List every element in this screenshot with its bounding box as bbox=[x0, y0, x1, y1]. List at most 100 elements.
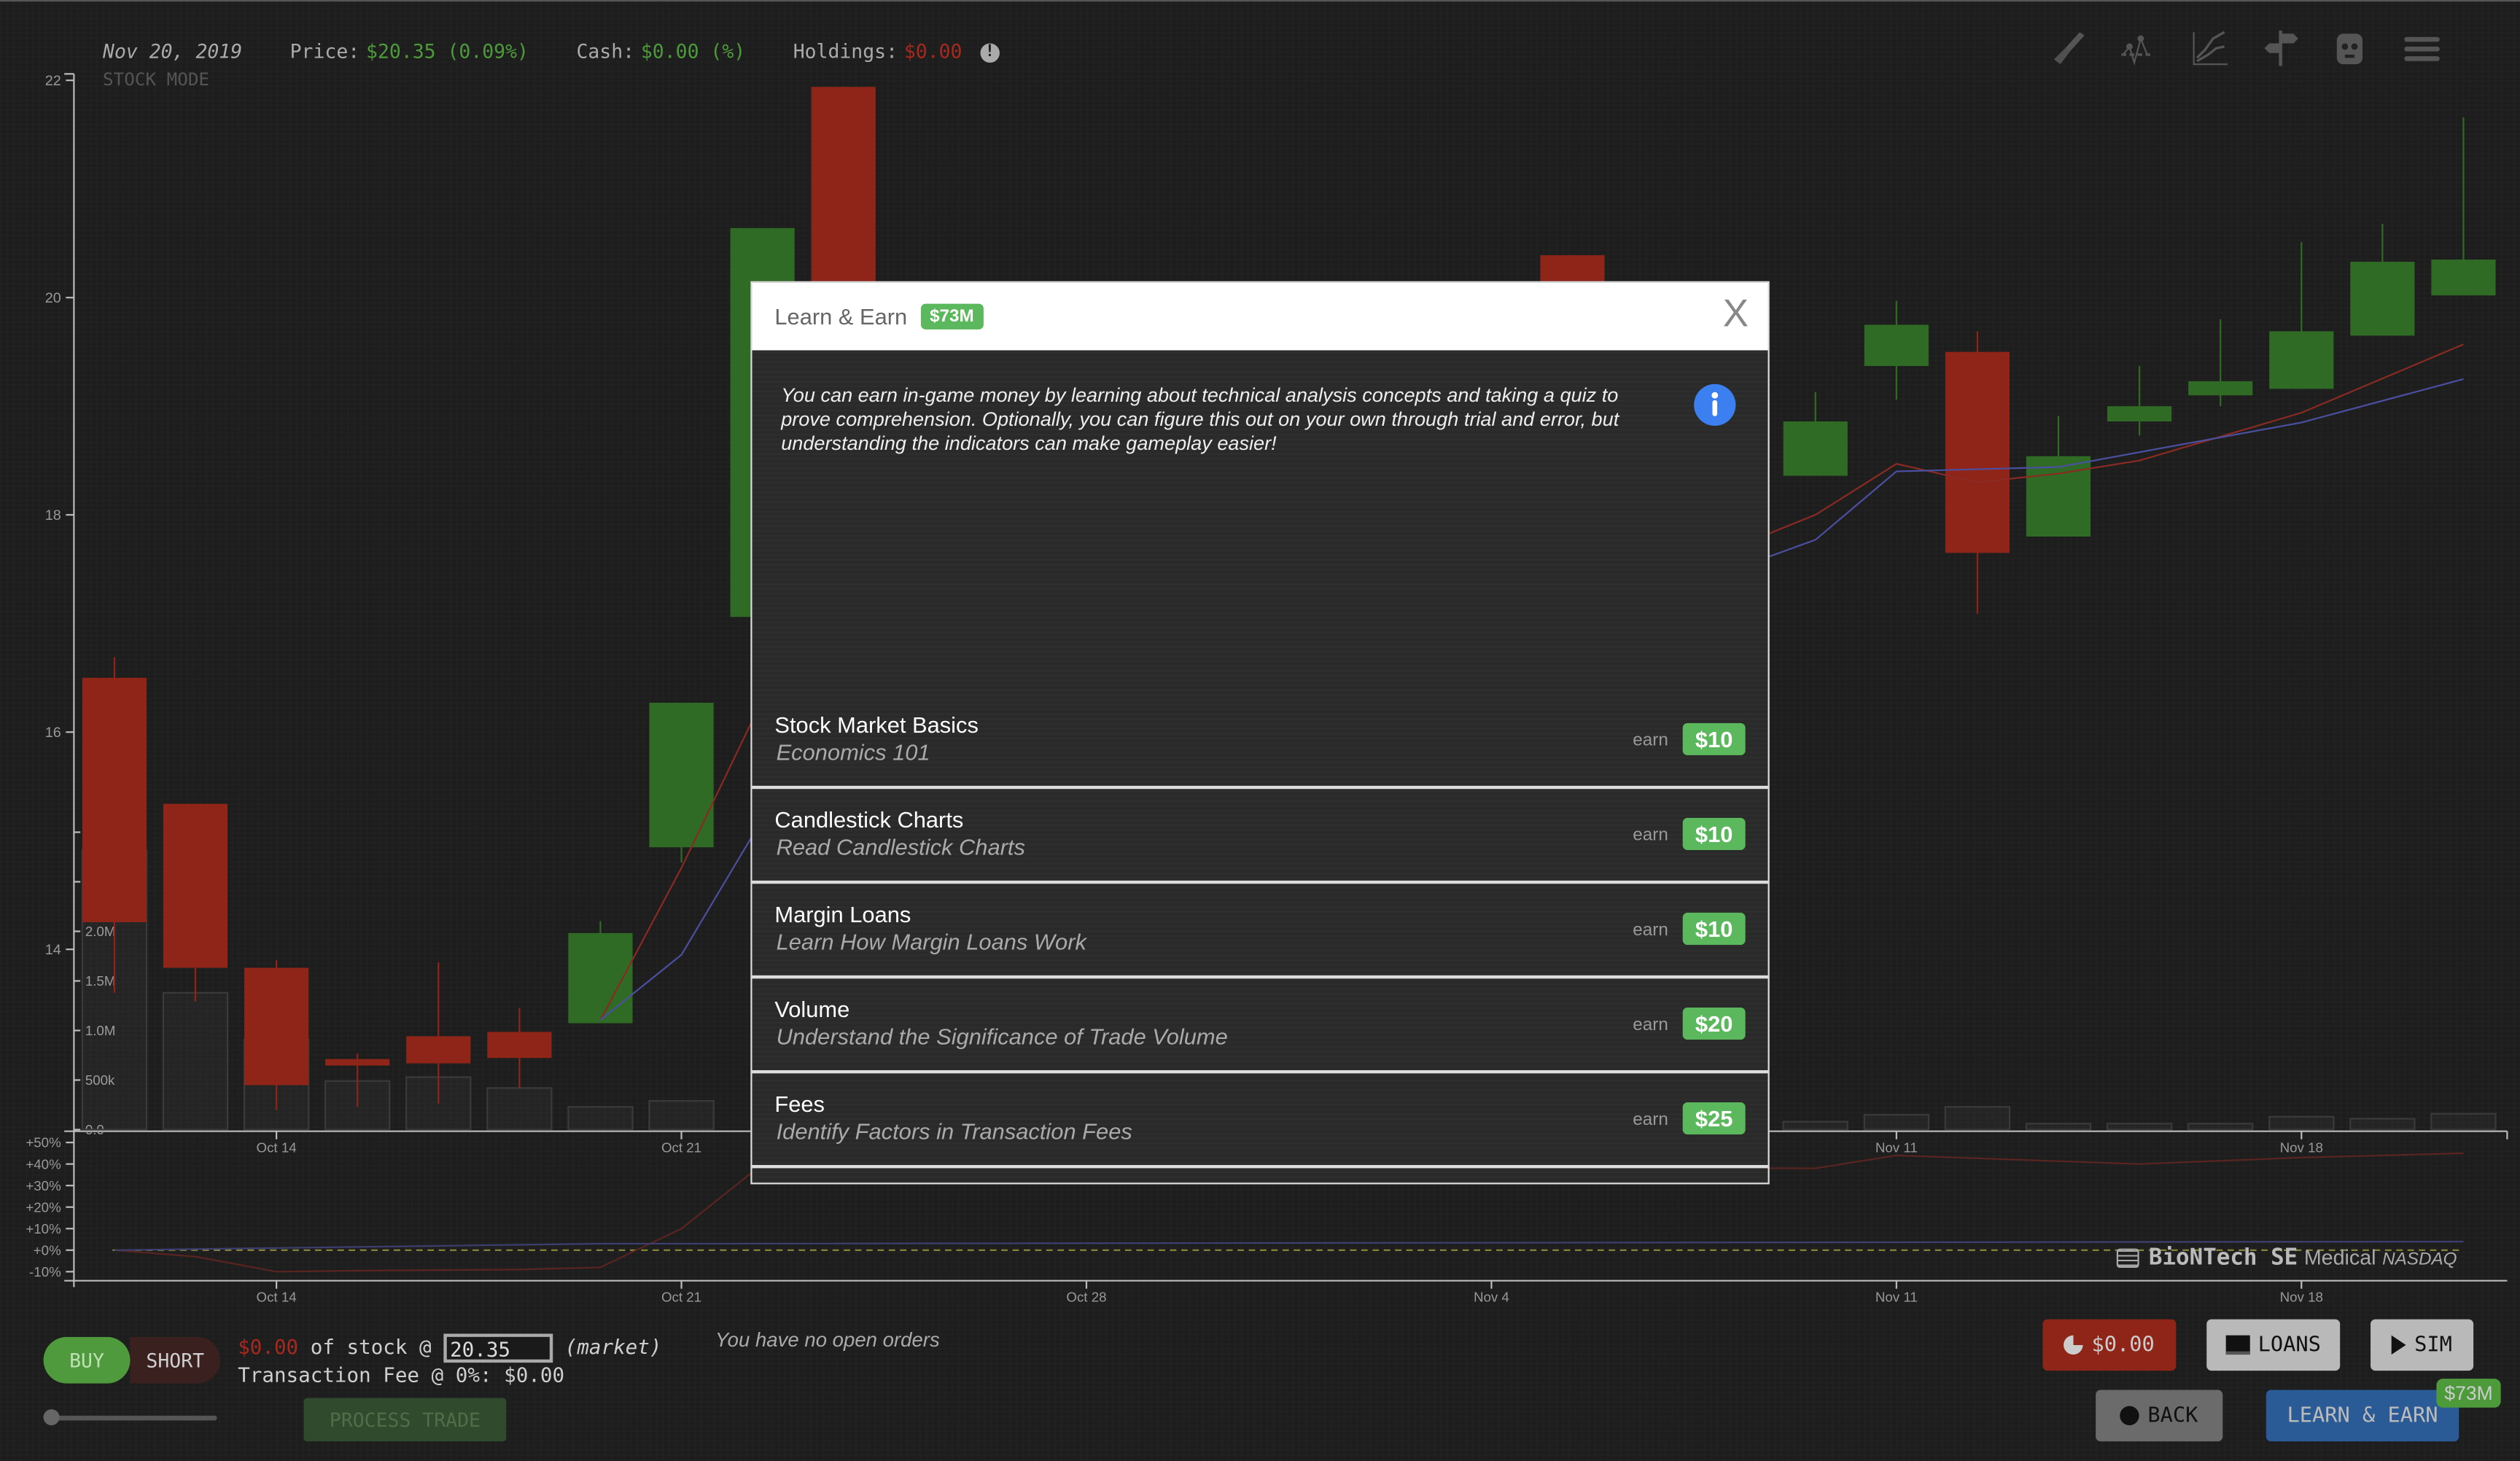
intro-text: You can earn in-game money by learning a… bbox=[781, 383, 1619, 455]
lesson-subtitle: Understand the Significance of Trade Vol… bbox=[776, 1024, 1228, 1050]
price-tick-label: 14 bbox=[45, 942, 61, 958]
date-tick-label: Oct 14 bbox=[257, 1289, 297, 1304]
volume-bar bbox=[2430, 1113, 2497, 1131]
lesson-item[interactable]: Stock Market Basics Economics 101 earn $10 bbox=[752, 696, 1768, 790]
modal-title: Learn & Earn bbox=[774, 303, 908, 330]
lesson-item[interactable]: Volume Understand the Significance of Tra… bbox=[752, 981, 1768, 1074]
price-value: $20.35 (0.09%) bbox=[366, 40, 529, 63]
open-orders-status: You have no open orders bbox=[715, 1328, 940, 1352]
earn-label: earn bbox=[1633, 730, 1668, 751]
lesson-subtitle: Read Candlestick Charts bbox=[776, 833, 1025, 860]
trade-amount-slider[interactable] bbox=[43, 1409, 220, 1426]
sma-short-line bbox=[599, 343, 2464, 1021]
trade-amount: $0.00 bbox=[238, 1334, 299, 1359]
portfolio-button[interactable]: $0.00 bbox=[2042, 1319, 2177, 1371]
menu-icon[interactable] bbox=[2401, 27, 2443, 69]
lesson-item[interactable]: Fees Identify Factors in Transaction Fees… bbox=[752, 1075, 1768, 1169]
candle-up bbox=[1864, 324, 1929, 367]
play-icon bbox=[2392, 1335, 2407, 1355]
lesson-item[interactable]: Margin Loans Learn How Margin Loans Work e… bbox=[752, 885, 1768, 979]
indicators-chart-icon[interactable] bbox=[2189, 27, 2231, 69]
current-date: Nov 20, 2019 bbox=[103, 40, 243, 63]
pct-tick-label: -10% bbox=[29, 1264, 61, 1279]
price-tick-label: 18 bbox=[45, 507, 61, 523]
price-tick-label: 16 bbox=[45, 725, 61, 741]
candle-up bbox=[2188, 381, 2253, 396]
lesson-reward: $20 bbox=[1682, 1007, 1746, 1040]
lesson-reward: $10 bbox=[1682, 912, 1746, 946]
news-icon[interactable] bbox=[2116, 1249, 2139, 1269]
sim-button[interactable]: SIM bbox=[2371, 1319, 2474, 1371]
lesson-subtitle: Learn How Margin Loans Work bbox=[776, 928, 1086, 955]
lesson-title: Volume bbox=[774, 996, 850, 1022]
date-tick-label: Nov 4 bbox=[1474, 1289, 1509, 1304]
close-icon[interactable]: X bbox=[1722, 292, 1749, 336]
learn-earn-badge: $73M bbox=[2436, 1379, 2501, 1408]
date-tick-label: Nov 18 bbox=[2280, 1289, 2323, 1304]
candle-up bbox=[2350, 262, 2415, 336]
signpost-icon[interactable] bbox=[2260, 27, 2301, 69]
transaction-fee: Transaction Fee @ 0%: $0.00 bbox=[238, 1363, 565, 1387]
earn-label: earn bbox=[1633, 825, 1668, 846]
loans-button[interactable]: LOANS bbox=[2206, 1319, 2341, 1371]
market-label: (market) bbox=[564, 1334, 662, 1359]
volume-bar bbox=[648, 1099, 715, 1131]
lesson-subtitle: Economics 101 bbox=[776, 739, 930, 765]
slider-thumb[interactable] bbox=[43, 1409, 60, 1426]
volume-bar bbox=[2106, 1123, 2173, 1131]
info-icon bbox=[1694, 383, 1736, 426]
earn-label: earn bbox=[1633, 920, 1668, 940]
volume-tick-label: 1.0M bbox=[85, 1023, 116, 1038]
candle-down bbox=[244, 967, 309, 1086]
candle-up bbox=[2107, 406, 2172, 422]
lesson-title: Margin Loans bbox=[774, 901, 911, 927]
lesson-item[interactable]: Simple Moving AverageStudy the Significa… bbox=[752, 1170, 1768, 1183]
candle-up bbox=[1783, 421, 1848, 476]
pivot-points-icon[interactable] bbox=[2117, 27, 2158, 69]
money-icon bbox=[2225, 1335, 2250, 1355]
learn-and-earn-button[interactable]: LEARN & EARN bbox=[2266, 1390, 2459, 1442]
date-tick-label: Oct 14 bbox=[257, 1139, 297, 1155]
earn-label: earn bbox=[1633, 1110, 1668, 1130]
volume-tick-label: 500k bbox=[85, 1072, 115, 1088]
loans-label: LOANS bbox=[2258, 1333, 2321, 1357]
candle-down bbox=[1945, 351, 2010, 553]
pct-tick-label: +50% bbox=[26, 1135, 61, 1150]
lesson-title: Candlestick Charts bbox=[774, 806, 964, 833]
brush-icon[interactable] bbox=[2048, 27, 2089, 69]
limit-price-input[interactable] bbox=[443, 1333, 553, 1363]
company-label: BioNTech SE Medical NASDAQ bbox=[2116, 1244, 2457, 1271]
candle-down bbox=[406, 1036, 471, 1064]
lesson-subtitle: Identify Factors in Transaction Fees bbox=[776, 1118, 1132, 1145]
candle-up bbox=[2431, 260, 2496, 296]
trade-amount-line: $0.00 of stock @ (market) bbox=[238, 1333, 661, 1363]
date-tick-label: Nov 11 bbox=[1875, 1289, 1918, 1304]
pct-short-line bbox=[114, 1152, 2464, 1273]
process-trade-button[interactable]: PROCESS TRADE bbox=[303, 1398, 507, 1442]
volume-bar bbox=[1944, 1106, 2011, 1131]
back-button[interactable]: BACK bbox=[2096, 1390, 2223, 1442]
lesson-item[interactable]: Candlestick Charts Read Candlestick Chart… bbox=[752, 790, 1768, 884]
price-tick-label: 20 bbox=[45, 290, 61, 306]
back-label: BACK bbox=[2147, 1403, 2198, 1428]
candle-down bbox=[82, 677, 147, 922]
candle-down bbox=[163, 803, 228, 968]
short-button[interactable]: SHORT bbox=[130, 1336, 220, 1384]
date-tick-label: Oct 21 bbox=[661, 1289, 701, 1304]
volume-bar bbox=[2188, 1123, 2254, 1131]
volume-tick-label: 2.0M bbox=[85, 924, 116, 939]
robot-icon[interactable] bbox=[2329, 27, 2371, 69]
sma-long-line bbox=[599, 378, 2464, 1021]
date-tick-label: Nov 18 bbox=[2280, 1139, 2323, 1155]
alert-icon[interactable]: ! bbox=[980, 42, 1000, 62]
buy-short-toggle[interactable]: BUY SHORT bbox=[43, 1336, 220, 1384]
volume-bar bbox=[2025, 1123, 2092, 1131]
company-exchange: NASDAQ bbox=[2382, 1250, 2457, 1270]
buy-button[interactable]: BUY bbox=[43, 1336, 131, 1384]
slider-track[interactable] bbox=[50, 1415, 217, 1421]
price-tick-label: 22 bbox=[45, 73, 61, 89]
date-tick-label: Nov 11 bbox=[1875, 1139, 1918, 1155]
modal-balance-badge: $73M bbox=[919, 303, 984, 330]
volume-bar bbox=[1782, 1121, 1848, 1131]
